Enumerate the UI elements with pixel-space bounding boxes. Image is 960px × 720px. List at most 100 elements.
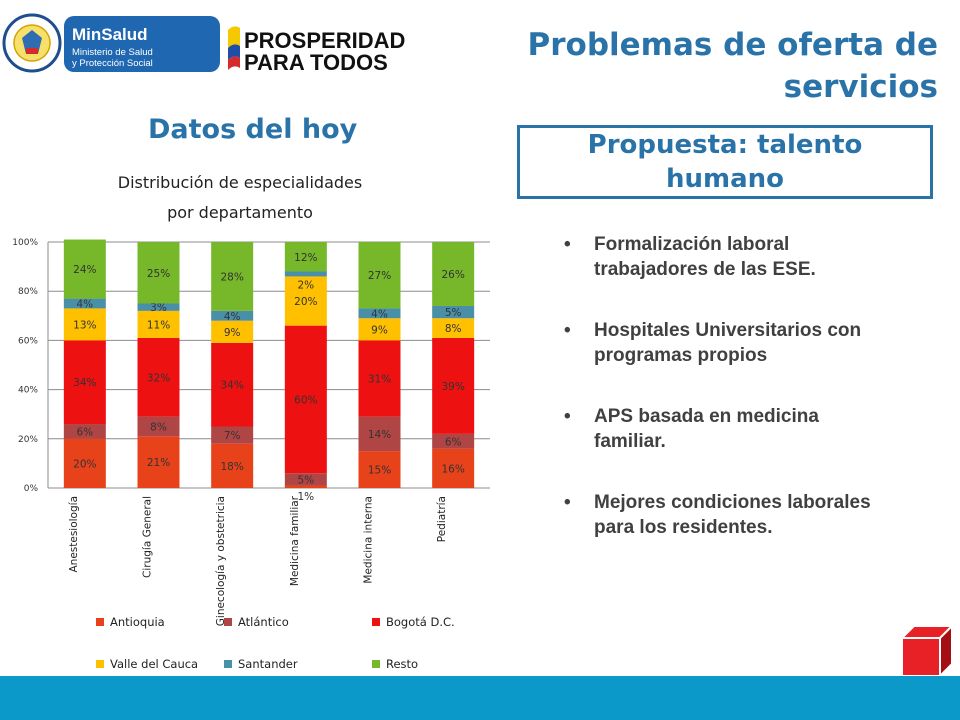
data-label: 12%: [294, 252, 317, 264]
proposal-item: Hospitales Universitarios con programas …: [560, 318, 890, 368]
bar-segment: [432, 305, 475, 319]
cube-nav-icon[interactable]: [898, 622, 956, 680]
bar-segment: [63, 340, 106, 425]
data-label: 8%: [150, 422, 167, 434]
bar-segment: [358, 340, 401, 417]
legend-swatch: [372, 660, 380, 668]
data-label: 9%: [371, 324, 388, 336]
legend-label: Santander: [238, 657, 298, 671]
colombia-seal-icon: [2, 13, 62, 73]
data-label: 1%: [297, 491, 314, 503]
data-label: 14%: [368, 429, 391, 441]
bar-segment: [284, 271, 327, 277]
bar-segment: [432, 448, 475, 488]
legend-label: Antioquia: [110, 615, 165, 629]
bar-segment: [137, 303, 180, 311]
data-label: 20%: [294, 296, 317, 308]
x-tick-label: Medicina familiar: [289, 495, 301, 586]
data-label: 2%: [297, 279, 314, 291]
bar-segment: [137, 337, 180, 417]
legend-swatch: [372, 618, 380, 626]
data-label: 25%: [147, 268, 170, 280]
x-tick-label: Ginecología y obstetricia: [215, 496, 227, 626]
bar-segment: [358, 242, 401, 309]
proposal-heading: Propuesta: talento humano: [587, 130, 863, 194]
data-label: 34%: [220, 380, 243, 392]
data-label: 28%: [220, 271, 243, 283]
bar-segment: [137, 436, 180, 488]
proposal-heading-box: Propuesta: talento humano: [517, 125, 933, 199]
data-label: 32%: [147, 372, 170, 384]
proposal-item: Mejores condiciones laborales para los r…: [560, 490, 890, 540]
prosperidad-line1: PROSPERIDAD: [244, 28, 405, 53]
bar-segment: [358, 318, 401, 341]
minsalud-brand: MinSalud: [72, 25, 148, 44]
bar-segment: [432, 337, 475, 434]
data-label: 16%: [441, 463, 464, 475]
bar-segment: [211, 443, 254, 488]
data-label: 21%: [147, 457, 170, 469]
y-tick-label: 0%: [24, 484, 39, 494]
data-label: 5%: [445, 307, 462, 319]
legend-label: Valle del Cauca: [110, 657, 198, 671]
bar-segment: [432, 242, 475, 306]
prosperidad-line2: PARA TODOS: [244, 50, 388, 75]
bar-segment: [284, 473, 327, 486]
data-label: 20%: [73, 458, 96, 470]
data-label: 13%: [73, 319, 96, 331]
bar-segment: [211, 426, 254, 444]
data-label: 4%: [371, 308, 388, 320]
data-label: 4%: [224, 311, 241, 323]
chart-title: por departamento: [167, 203, 313, 222]
minsalud-line1: Ministerio de Salud: [72, 47, 153, 58]
data-label: 31%: [368, 374, 391, 386]
data-label: 26%: [441, 269, 464, 281]
bar-segment: [211, 342, 254, 427]
data-label: 27%: [368, 270, 391, 282]
bar-segment: [137, 242, 180, 304]
bar-segment: [211, 242, 254, 311]
proposal-list: Formalización laboral trabajadores de la…: [560, 232, 890, 576]
bar-segment: [284, 325, 327, 474]
legend-label: Atlántico: [238, 615, 289, 629]
legend-label: Resto: [386, 657, 418, 671]
bar-segment: [211, 320, 254, 343]
bar-segment: [432, 318, 475, 338]
minsalud-line2: y Protección Social: [72, 58, 153, 69]
bar-segment: [284, 485, 327, 488]
bar-segment: [63, 239, 106, 299]
x-tick-label: Anestesiología: [68, 496, 80, 573]
y-tick-label: 80%: [18, 287, 38, 297]
data-label: 39%: [441, 381, 464, 393]
data-label: 8%: [445, 323, 462, 335]
proposal-item: Formalización laboral trabajadores de la…: [560, 232, 890, 282]
bar-segment: [63, 308, 106, 341]
logos-svg: MinSalud Ministerio de Salud y Protecció…: [2, 13, 405, 75]
bar-segment: [284, 242, 327, 272]
data-heading: Datos del hoy: [148, 114, 358, 145]
prosperidad-flag-icon: [228, 26, 240, 70]
bar-segment: [137, 416, 180, 437]
legend-swatch: [224, 618, 232, 626]
x-tick-label: Pediatría: [436, 496, 448, 542]
legend-swatch: [224, 660, 232, 668]
bar-segment: [358, 308, 401, 319]
data-label: 34%: [73, 377, 96, 389]
slide-title: Problemas de oferta de servicios: [527, 27, 938, 105]
data-label: 6%: [76, 426, 93, 438]
data-label: 3%: [150, 302, 167, 314]
x-tick-label: Medicina interna: [363, 496, 375, 584]
data-label: 24%: [73, 264, 96, 276]
data-label: 11%: [147, 319, 170, 331]
data-label: 7%: [224, 430, 241, 442]
bar-segment: [63, 424, 106, 439]
bottom-bar: [0, 676, 960, 720]
header-logos: MinSalud Ministerio de Salud y Protecció…: [0, 8, 420, 78]
chart-title: Distribución de especialidades: [118, 173, 362, 192]
data-label: 18%: [220, 461, 243, 473]
y-tick-label: 60%: [18, 336, 38, 346]
y-tick-label: 40%: [18, 386, 38, 396]
y-tick-label: 100%: [12, 238, 38, 248]
bar-segment: [284, 276, 327, 326]
bar-segment: [358, 451, 401, 488]
